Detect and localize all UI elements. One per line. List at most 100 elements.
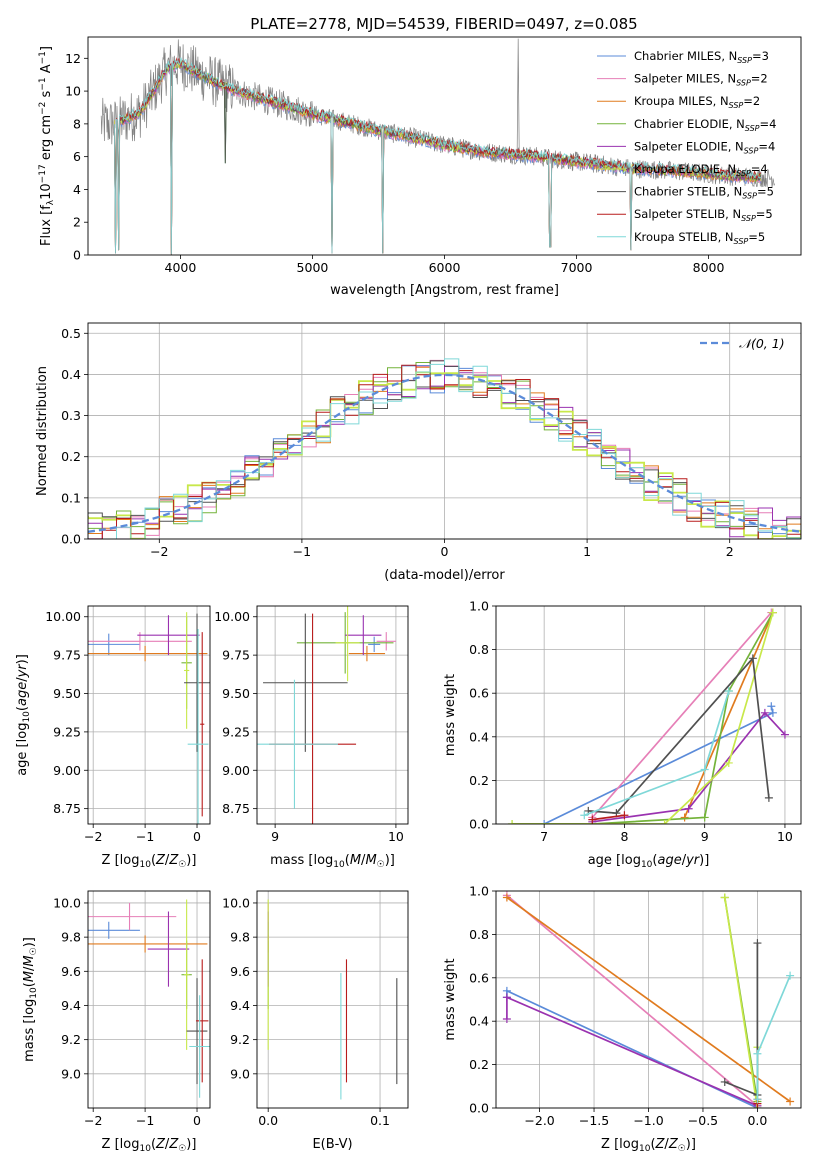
series-line: [506, 896, 791, 1103]
spectrum-lines: [100, 38, 775, 255]
x-tick-label: 0.1: [370, 1113, 390, 1128]
legend-entry: Kroupa ELODIE, NSSP=4: [634, 162, 768, 178]
axes-frame: [495, 605, 802, 825]
spectrum-model-line: [113, 57, 762, 255]
series-marker: [786, 971, 795, 980]
x-axis-label: Z [log10(Z/Z☉)]: [102, 853, 197, 870]
series-marker: [748, 654, 757, 663]
x-tick-label: −0.5: [688, 1113, 718, 1128]
series-line: [591, 611, 772, 819]
legend-entry: Kroupa MILES, NSSP=2: [634, 94, 760, 110]
y-tick-label: 0.6: [469, 970, 489, 985]
x-axis-label: mass [log10(M/M☉)]: [270, 853, 395, 870]
y-tick-label: 4: [73, 182, 81, 197]
y-tick-label: 10: [65, 84, 81, 99]
y-tick-label: 0.8: [469, 642, 489, 657]
y-tick-label: 0.2: [61, 449, 81, 464]
histogram-step: [88, 364, 801, 539]
series-marker: [753, 1095, 762, 1104]
y-tick-label: 12: [65, 51, 81, 66]
x-tick-label: 10: [777, 829, 793, 844]
x-tick-label: 9: [701, 829, 709, 844]
y-tick-label: 9.8: [61, 930, 81, 945]
age_vs_Z-points: [88, 612, 210, 824]
axes-frame: [495, 890, 802, 1109]
y-tick-label: 9.50: [222, 686, 250, 701]
weight_vs_age-lines: [508, 608, 789, 824]
x-tick-label: 10: [388, 829, 404, 844]
y-tick-label: 0.3: [61, 408, 81, 423]
y-tick-label: 9.2: [230, 1032, 250, 1047]
spectrum-emission-line: [516, 38, 520, 157]
x-tick-label: 0.0: [258, 1113, 278, 1128]
mass_vs_ebv-points: [267, 899, 398, 1100]
x-axis-label: age [log10(age/yr)]: [588, 853, 710, 870]
y-tick-label: 9.50: [53, 686, 81, 701]
legend-entry: Salpeter STELIB, NSSP=5: [634, 207, 773, 223]
series-marker: [786, 1097, 795, 1106]
series-marker: [700, 765, 709, 774]
mass_vs_Z-axes: −2 −1 0 9.0 9.2 9.4 9.6 9.8 10.0: [53, 891, 210, 1128]
y-tick-label: 9.75: [222, 648, 250, 663]
series-line: [512, 612, 774, 824]
x-tick-label: 5000: [297, 260, 329, 275]
y-tick-label: 9.00: [222, 763, 250, 778]
series-line: [592, 814, 625, 821]
x-tick-label: 9: [271, 829, 279, 844]
normal-reference-curve: [88, 373, 801, 533]
x-tick-label: 7000: [561, 260, 593, 275]
x-tick-label: 0.0: [747, 1113, 767, 1128]
series-marker: [508, 820, 517, 824]
y-axis-label: mass weight: [443, 958, 458, 1040]
y-tick-label: 1.0: [469, 884, 489, 899]
series-marker: [680, 813, 689, 822]
series-marker: [700, 813, 709, 822]
y-tick-label: 0.4: [469, 729, 489, 744]
axes-frame: [87, 36, 802, 256]
x-tick-label: 2: [726, 544, 734, 559]
y-tick-label: 0.0: [61, 532, 81, 547]
series-marker: [724, 758, 733, 767]
x-tick-label: −2: [150, 544, 168, 559]
series-marker: [684, 804, 693, 813]
y-tick-label: 8.75: [53, 801, 81, 816]
series-line: [592, 711, 786, 823]
mass_vs_Z-points: [88, 899, 210, 1098]
y-tick-label: 9.75: [53, 648, 81, 663]
series-marker: [502, 893, 511, 902]
series-marker: [588, 815, 597, 824]
series-marker: [760, 708, 769, 717]
spectrum-model-line: [113, 57, 762, 255]
weight_vs_Z-axes: −2.0 −1.5 −1.0 −0.5 0.0 0.0 0.2 0.4 0.6 0.8 1.0: [469, 884, 801, 1128]
y-tick-label: 9.6: [61, 964, 81, 979]
x-tick-label: 7: [540, 829, 548, 844]
y-axis-label: Flux [fλ10−17 erg cm−2 s−1 A−1]: [38, 46, 56, 246]
spectrum-model-line: [113, 59, 762, 255]
legend-entry: Chabrier STELIB, NSSP=5: [634, 185, 774, 201]
y-tick-label: 9.4: [230, 998, 250, 1013]
y-tick-label: 6: [73, 149, 81, 164]
y-tick-label: 9.25: [53, 724, 81, 739]
series-line: [588, 656, 770, 814]
spectrum-model-line: [113, 59, 762, 255]
x-tick-label: −2.0: [524, 1113, 554, 1128]
series-marker: [768, 608, 777, 617]
series-line: [723, 897, 759, 1108]
series-marker: [768, 708, 777, 717]
x-tick-label: −1: [293, 544, 311, 559]
y-tick-label: 9.00: [53, 763, 81, 778]
y-tick-label: 0.2: [469, 773, 489, 788]
y-tick-label: 10.00: [45, 609, 81, 624]
series-marker: [780, 730, 789, 739]
axes-frame: [87, 322, 802, 540]
y-tick-label: 0.0: [469, 817, 489, 832]
y-tick-label: 9.8: [230, 930, 250, 945]
plots-container: 4000 5000 6000 7000 8000024681012wavelength …: [15, 36, 802, 1154]
spectrum-model-line: [113, 60, 762, 255]
y-tick-label: 9.2: [61, 1032, 81, 1047]
axes-frame: [256, 605, 409, 825]
spectrum-axes: 4000 5000 6000 7000 8000 0 2 4 6 8 10 12: [65, 51, 724, 275]
age_vs_mass-axes: 9 10 8.75 9.00 9.25 9.50 9.75 10.00: [214, 606, 408, 844]
x-tick-label: 0: [441, 544, 449, 559]
